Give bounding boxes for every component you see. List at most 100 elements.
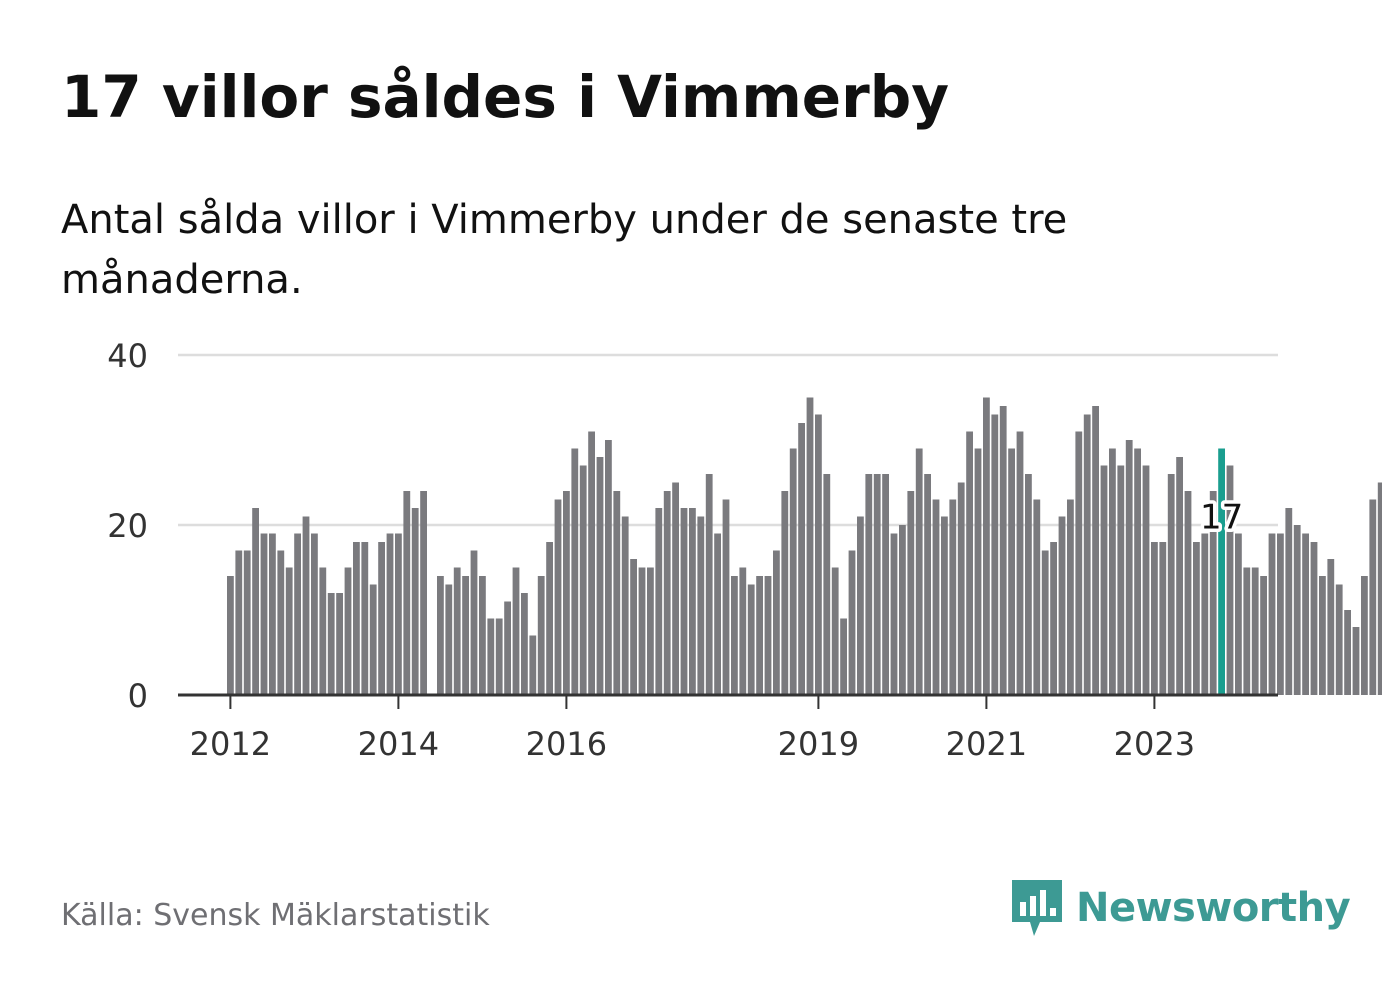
bar — [907, 491, 915, 695]
axis-layer — [178, 693, 1278, 709]
bar — [521, 593, 528, 695]
bar — [1310, 542, 1318, 695]
bar — [512, 567, 520, 695]
bar — [983, 397, 990, 695]
bar — [974, 448, 982, 695]
bar — [756, 576, 763, 695]
highlight-value-label: 17 — [1200, 498, 1243, 538]
bar — [437, 576, 444, 695]
bar — [739, 567, 747, 695]
bar — [1176, 457, 1183, 695]
bar — [579, 465, 587, 695]
bar — [1251, 567, 1259, 695]
bar — [1335, 584, 1343, 695]
bar — [806, 397, 814, 695]
bar — [731, 576, 738, 695]
bar — [857, 516, 864, 695]
bar — [680, 508, 688, 695]
bar — [789, 448, 797, 695]
bar — [571, 448, 579, 695]
bar — [285, 567, 293, 695]
bar — [243, 550, 251, 695]
bar — [546, 542, 553, 695]
bar — [890, 533, 898, 695]
bar — [621, 516, 629, 695]
bar — [1361, 576, 1368, 695]
bar — [319, 567, 327, 695]
bar — [1058, 516, 1066, 695]
bar — [1083, 414, 1091, 695]
bar — [445, 584, 453, 695]
bar-highlight — [1218, 448, 1225, 695]
bar — [588, 431, 595, 695]
bar — [630, 559, 637, 695]
bar — [1142, 465, 1150, 695]
bar — [999, 406, 1007, 695]
bar — [705, 474, 713, 695]
bar — [336, 593, 343, 695]
bar — [1033, 499, 1041, 695]
bar — [378, 542, 385, 695]
bar — [1050, 542, 1057, 695]
bar — [957, 482, 965, 695]
bar — [1117, 465, 1125, 695]
bar — [1151, 542, 1158, 695]
y-tick-label: 40 — [107, 337, 148, 375]
bar — [361, 542, 369, 695]
bar — [235, 550, 243, 695]
bar — [294, 533, 301, 695]
bar — [823, 474, 831, 695]
bar — [915, 448, 923, 695]
bar — [638, 567, 646, 695]
bar — [1134, 448, 1141, 695]
bar — [453, 567, 461, 695]
bar — [537, 576, 545, 695]
bar — [949, 499, 957, 695]
bar — [495, 618, 503, 695]
bar — [1327, 559, 1335, 695]
bar — [227, 576, 234, 695]
bar — [277, 550, 285, 695]
bar — [840, 618, 847, 695]
bar — [529, 635, 537, 695]
bar — [1235, 533, 1242, 695]
bar — [689, 508, 696, 695]
bar — [815, 414, 822, 695]
bar — [1109, 448, 1116, 695]
bar — [411, 508, 419, 695]
bar — [563, 491, 570, 695]
bar — [882, 474, 889, 695]
brand-name: Newsworthy — [1076, 885, 1351, 931]
bar — [655, 508, 663, 695]
bar — [596, 457, 604, 695]
bar — [1159, 542, 1167, 695]
y-tick-label: 0 — [128, 677, 148, 715]
bar — [470, 550, 478, 695]
bar — [722, 499, 730, 695]
bar — [1100, 465, 1108, 695]
label-layer: 0 20 40 2012 2014 2016 2019 2021 2023 17 — [107, 337, 1246, 763]
x-tick-label: 2021 — [946, 725, 1027, 763]
y-tick-label: 20 — [107, 507, 148, 545]
bar — [395, 533, 402, 695]
bar — [487, 618, 495, 695]
bar — [554, 499, 562, 695]
bar — [697, 516, 705, 695]
brand-logo: Newsworthy — [1010, 878, 1351, 938]
bar — [1319, 576, 1326, 695]
bar — [260, 533, 268, 695]
bar — [1041, 550, 1049, 695]
bar — [1344, 610, 1351, 695]
bar — [479, 576, 486, 695]
bar — [672, 482, 679, 695]
bar — [1067, 499, 1074, 695]
bar — [1293, 525, 1301, 695]
x-tick-label: 2012 — [190, 725, 271, 763]
bar — [252, 508, 259, 695]
bar — [1092, 406, 1099, 695]
bar — [1302, 533, 1309, 695]
bar — [663, 491, 671, 695]
bar — [1125, 440, 1133, 695]
x-tick-label: 2019 — [778, 725, 859, 763]
bar — [311, 533, 318, 695]
